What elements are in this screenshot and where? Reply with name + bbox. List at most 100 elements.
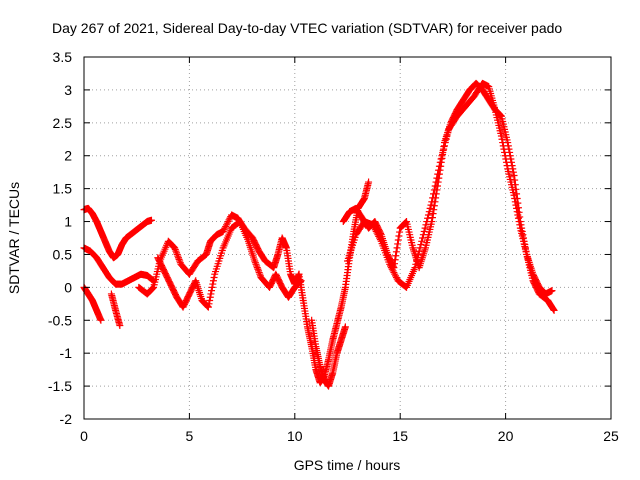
- data-point: [428, 214, 436, 222]
- data-point: [209, 280, 217, 288]
- data-point: [430, 202, 438, 210]
- data-point: [204, 303, 212, 311]
- data-point: [513, 208, 521, 216]
- x-tick-label: 5: [186, 428, 194, 444]
- data-point: [443, 132, 451, 140]
- data-point: [420, 227, 428, 235]
- data-point: [173, 249, 181, 257]
- data-point: [411, 264, 419, 272]
- data-point: [440, 142, 448, 150]
- data-point: [176, 257, 184, 265]
- data-point: [208, 283, 216, 291]
- data-point: [253, 262, 261, 270]
- data-point: [501, 148, 509, 156]
- series-trace-2: [80, 244, 158, 288]
- data-point: [255, 269, 263, 277]
- data-point: [255, 267, 263, 275]
- data-point: [550, 306, 558, 314]
- series-trace-4: [107, 290, 124, 330]
- chart-title: Day 267 of 2021, Sidereal Day-to-day VTE…: [52, 20, 562, 36]
- data-point: [426, 204, 434, 212]
- data-point: [514, 211, 522, 219]
- y-tick-label: 1: [64, 214, 72, 230]
- y-tick-label: 2: [64, 148, 72, 164]
- data-point: [503, 162, 511, 170]
- data-point: [439, 148, 447, 156]
- data-point: [436, 158, 444, 166]
- data-point: [417, 241, 425, 249]
- data-point: [375, 232, 383, 240]
- x-tick-label: 25: [603, 428, 619, 444]
- y-tick-label: 1.5: [53, 181, 73, 197]
- data-point: [440, 145, 448, 153]
- data-point: [428, 198, 436, 206]
- data-point: [421, 224, 429, 232]
- data-point: [223, 221, 231, 229]
- data-point: [514, 214, 522, 222]
- data-point: [413, 254, 421, 262]
- data-point: [172, 247, 180, 255]
- series-trace-8: [308, 316, 349, 390]
- data-point: [424, 211, 432, 219]
- data-point: [208, 287, 216, 295]
- data-point: [433, 174, 441, 182]
- data-point: [422, 221, 430, 229]
- data-point: [369, 221, 377, 229]
- data-point: [394, 240, 402, 248]
- data-point: [171, 246, 179, 254]
- data-point: [149, 284, 157, 292]
- data-point: [174, 252, 182, 260]
- data-point: [432, 178, 440, 186]
- data-point: [372, 227, 380, 235]
- data-point: [341, 323, 349, 331]
- x-axis-label: GPS time / hours: [294, 457, 401, 473]
- data-point: [223, 219, 231, 227]
- data-point: [391, 270, 399, 278]
- data-point: [256, 270, 264, 278]
- data-point: [511, 195, 519, 203]
- data-point: [220, 226, 228, 234]
- data-point: [509, 168, 517, 176]
- data-point: [423, 218, 431, 226]
- data-point: [392, 273, 400, 281]
- data-point: [392, 248, 400, 256]
- data-point: [416, 244, 424, 252]
- series-trace-1: [80, 204, 155, 262]
- data-point: [388, 265, 396, 273]
- data-point: [395, 232, 403, 240]
- data-point: [221, 224, 229, 232]
- data-point: [430, 186, 438, 194]
- data-point: [251, 257, 259, 265]
- data-point: [435, 162, 443, 170]
- data-point: [497, 112, 505, 120]
- data-point: [171, 244, 179, 252]
- data-point: [173, 250, 181, 258]
- data-point: [502, 158, 510, 166]
- data-point: [418, 237, 426, 245]
- y-axis-label: SDTVAR / TECUs: [6, 182, 22, 294]
- data-point: [391, 256, 399, 264]
- data-point: [510, 191, 518, 199]
- data-point: [209, 277, 217, 285]
- data-point: [392, 252, 400, 260]
- data-point: [501, 152, 509, 160]
- data-point: [374, 231, 382, 239]
- data-point: [431, 182, 439, 190]
- x-tick-label: 10: [287, 428, 303, 444]
- data-point: [435, 166, 443, 174]
- data-point: [116, 322, 124, 330]
- y-tick-label: 3: [64, 82, 72, 98]
- data-point: [174, 254, 182, 262]
- data-point: [511, 198, 519, 206]
- data-point: [499, 142, 507, 150]
- data-point: [376, 236, 384, 244]
- data-point: [444, 129, 452, 137]
- data-point: [500, 145, 508, 153]
- y-tick-label: -1: [60, 345, 73, 361]
- y-tick-labels: -2 -1.5 -1 -0.5 0 0.5 1 1.5 2 2.5 3 3.5: [48, 49, 72, 427]
- data-point: [97, 316, 105, 324]
- y-tick-label: -0.5: [48, 312, 72, 328]
- data-point: [498, 135, 506, 143]
- data-point: [387, 262, 395, 270]
- data-point: [219, 227, 227, 235]
